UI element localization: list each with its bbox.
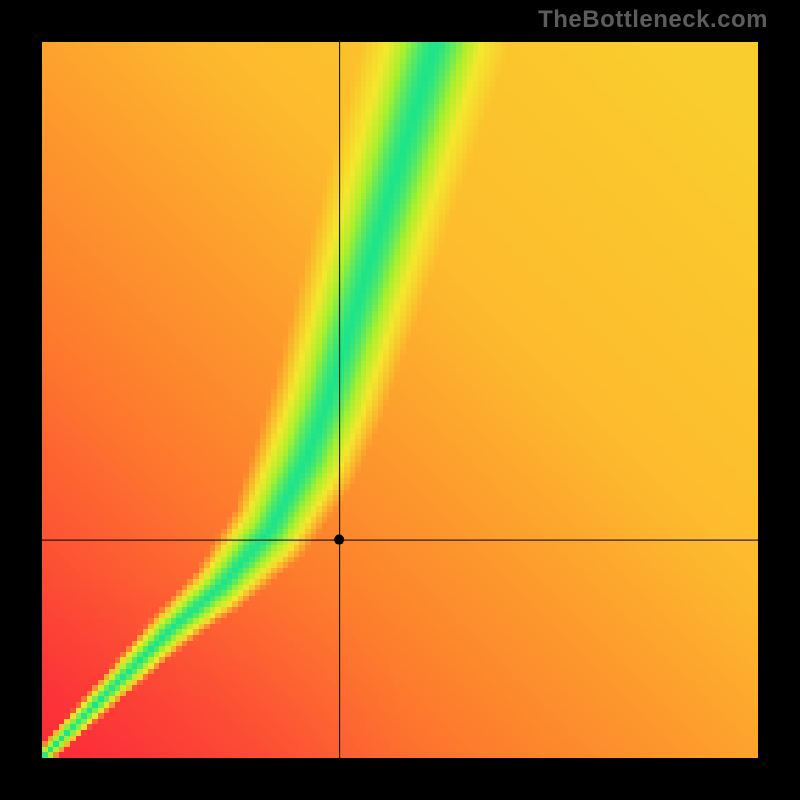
- chart-container: TheBottleneck.com: [0, 0, 800, 800]
- attribution-text: TheBottleneck.com: [538, 6, 768, 34]
- heatmap-canvas: [0, 0, 800, 800]
